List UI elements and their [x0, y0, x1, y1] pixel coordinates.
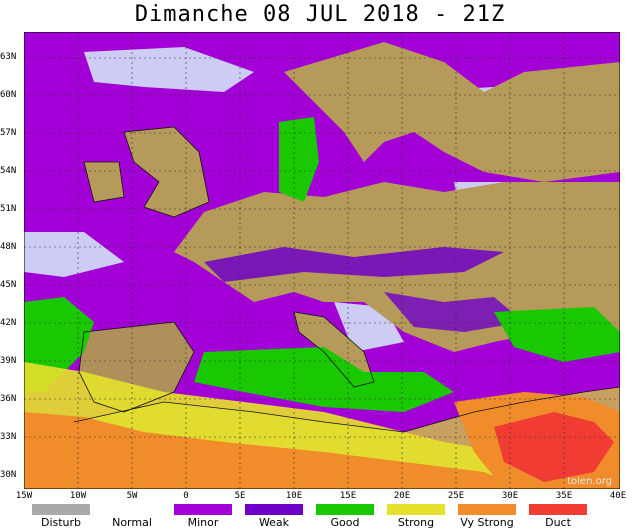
legend-item: Vy Strong	[458, 504, 516, 529]
legend-item: Duct	[529, 504, 587, 529]
normal-area	[24, 232, 124, 277]
lon-label: 5E	[234, 491, 246, 501]
legend-label: Minor	[187, 516, 219, 529]
lat-label: 45N	[0, 280, 17, 290]
lat-label: 51N	[0, 204, 17, 214]
legend-swatch	[32, 504, 90, 515]
lat-label: 30N	[0, 470, 17, 480]
legend-swatch	[387, 504, 445, 515]
lat-label: 63N	[0, 52, 17, 62]
lon-label: 0	[183, 491, 189, 501]
good-area	[194, 347, 454, 412]
lon-label: 20E	[393, 491, 411, 501]
lon-label: 30E	[501, 491, 519, 501]
legend-swatch	[103, 504, 161, 515]
watermark: tolen.org	[567, 476, 612, 487]
map-canvas	[24, 32, 620, 489]
lon-label: 35E	[555, 491, 573, 501]
weak-band	[204, 247, 504, 282]
legend-item: Minor	[174, 504, 232, 529]
propagation-map	[24, 32, 620, 489]
lat-label: 42N	[0, 318, 17, 328]
weak-band	[384, 292, 524, 332]
lat-label: 60N	[0, 90, 17, 100]
legend-label: Duct	[545, 516, 571, 529]
legend-item: Strong	[387, 504, 445, 529]
legend-item: Normal	[103, 504, 161, 529]
lat-label: 48N	[0, 242, 17, 252]
lat-label: 54N	[0, 166, 17, 176]
lon-label: 40E	[609, 491, 627, 501]
legend-swatch	[174, 504, 232, 515]
lat-label: 57N	[0, 128, 17, 138]
britain-land	[124, 127, 209, 217]
lon-label: 10E	[285, 491, 303, 501]
legend-item: Weak	[245, 504, 303, 529]
legend-item: Good	[316, 504, 374, 529]
legend: Disturb Normal Minor Weak Good Strong Vy Stron…	[32, 504, 632, 530]
scandinavia-land	[284, 42, 620, 182]
lat-label: 33N	[0, 432, 17, 442]
legend-swatch	[529, 504, 587, 515]
lat-label: 39N	[0, 356, 17, 366]
lon-label: 15E	[339, 491, 357, 501]
legend-label: Disturb	[40, 516, 82, 529]
ireland-land	[84, 162, 124, 202]
good-area	[279, 117, 319, 202]
normal-area	[84, 47, 254, 92]
legend-swatch	[458, 504, 516, 515]
legend-label: Normal	[112, 516, 152, 529]
coastlines	[73, 126, 620, 433]
lon-label: 15W	[15, 491, 33, 501]
good-area	[494, 307, 620, 362]
legend-label: Weak	[258, 516, 290, 529]
lon-label: 25E	[447, 491, 465, 501]
lon-label: 10W	[69, 491, 87, 501]
legend-item: Disturb	[32, 504, 90, 529]
map-title: Dimanche 08 JUL 2018 - 21Z	[134, 2, 506, 27]
legend-label: Strong	[397, 516, 435, 529]
lat-label: 36N	[0, 394, 17, 404]
duct-area	[494, 412, 614, 482]
vy-strong-band	[24, 412, 524, 489]
grid-lines	[24, 32, 620, 489]
legend-swatch	[316, 504, 374, 515]
legend-label: Good	[330, 516, 360, 529]
legend-swatch	[245, 504, 303, 515]
lon-label: 5W	[126, 491, 138, 501]
legend-label: Vy Strong	[460, 516, 514, 529]
